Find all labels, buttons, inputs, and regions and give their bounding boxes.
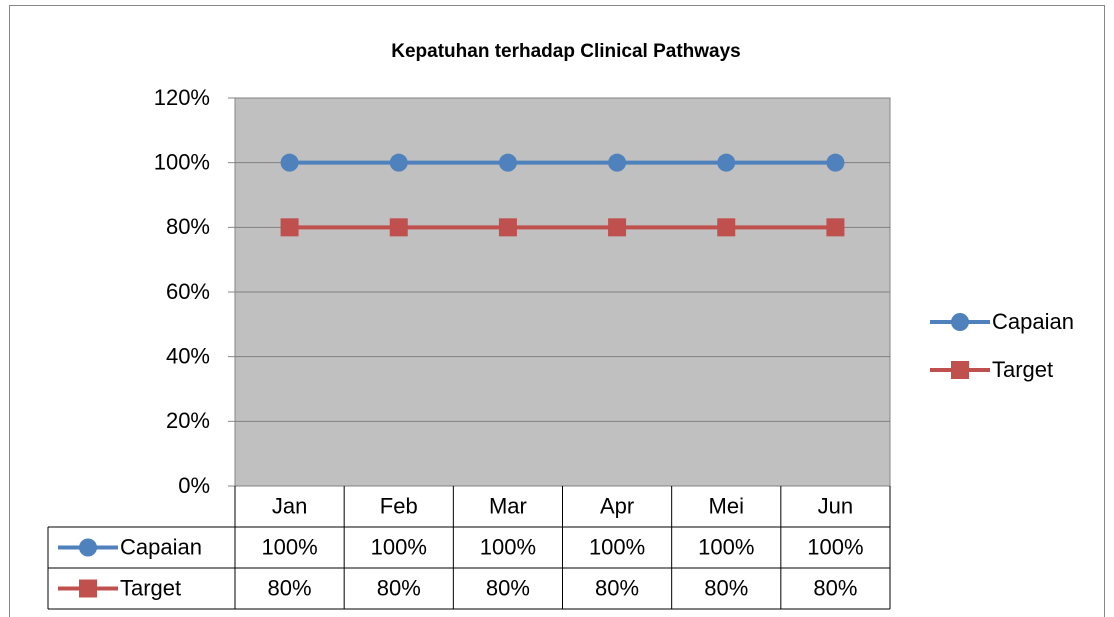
x-tick-label: Apr bbox=[600, 493, 634, 518]
data-point bbox=[717, 153, 736, 172]
table-cell: 100% bbox=[698, 534, 754, 559]
data-point bbox=[717, 218, 736, 237]
data-point bbox=[826, 218, 845, 237]
table-series-name: Target bbox=[120, 575, 181, 600]
table-cell: 80% bbox=[268, 575, 312, 600]
table-cell: 100% bbox=[371, 534, 427, 559]
table-cell: 80% bbox=[704, 575, 748, 600]
chart-border bbox=[9, 5, 1105, 617]
y-tick-label: 60% bbox=[166, 279, 210, 304]
y-tick-label: 20% bbox=[166, 408, 210, 433]
table-cell: 100% bbox=[480, 534, 536, 559]
data-point bbox=[280, 153, 299, 172]
table-cell: 80% bbox=[486, 575, 530, 600]
data-point bbox=[389, 153, 408, 172]
x-tick-label: Jan bbox=[272, 493, 307, 518]
x-tick-label: Mei bbox=[709, 493, 744, 518]
y-tick-label: 0% bbox=[178, 473, 210, 498]
data-point bbox=[608, 153, 627, 172]
legend-label: Capaian bbox=[992, 309, 1074, 334]
legend-label: Target bbox=[992, 357, 1053, 382]
table-cell: 100% bbox=[261, 534, 317, 559]
legend-key-marker bbox=[951, 313, 969, 331]
y-tick-label: 100% bbox=[154, 149, 210, 174]
y-tick-label: 80% bbox=[166, 214, 210, 239]
table-cell: 100% bbox=[589, 534, 645, 559]
legend-key-marker bbox=[951, 361, 969, 379]
data-point bbox=[389, 218, 408, 237]
data-point bbox=[280, 218, 299, 237]
x-tick-label: Feb bbox=[380, 493, 418, 518]
chart-title: Kepatuhan terhadap Clinical Pathways bbox=[391, 41, 740, 62]
data-point bbox=[608, 218, 627, 237]
x-tick-label: Mar bbox=[489, 493, 527, 518]
table-cell: 80% bbox=[595, 575, 639, 600]
table-cell: 80% bbox=[813, 575, 857, 600]
y-tick-label: 120% bbox=[154, 85, 210, 110]
data-point bbox=[498, 218, 517, 237]
data-point bbox=[826, 153, 845, 172]
x-tick-label: Jun bbox=[818, 493, 853, 518]
table-cell: 100% bbox=[807, 534, 863, 559]
legend-key-marker bbox=[79, 538, 97, 557]
legend-key-marker bbox=[79, 579, 97, 598]
data-point bbox=[498, 153, 517, 172]
table-cell: 80% bbox=[377, 575, 421, 600]
table-series-name: Capaian bbox=[120, 534, 202, 559]
y-tick-label: 40% bbox=[166, 343, 210, 368]
